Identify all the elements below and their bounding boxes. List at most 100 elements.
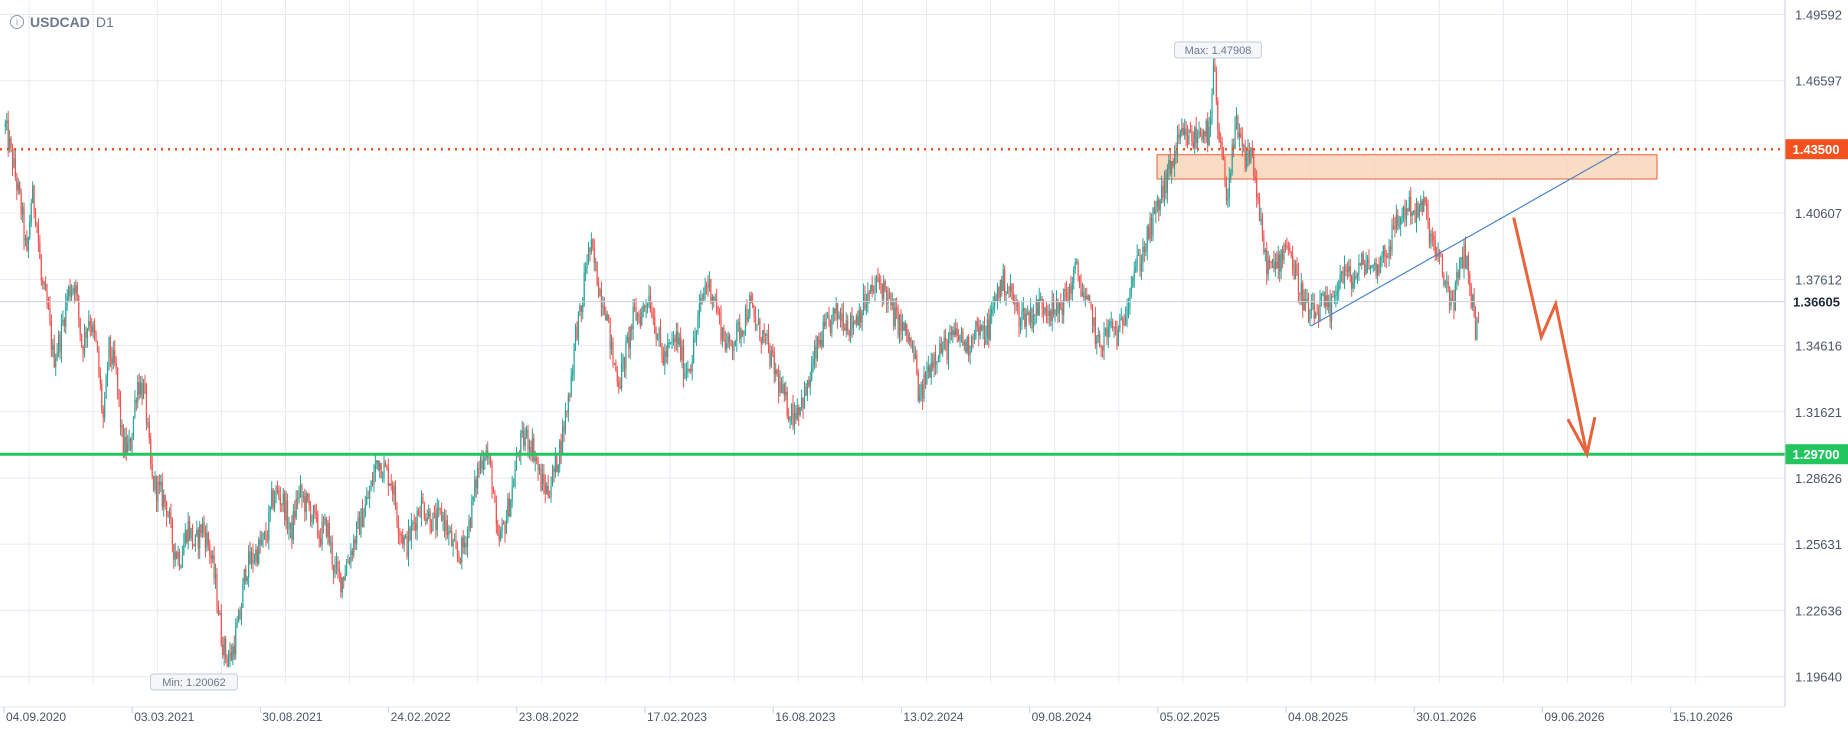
candle-body <box>527 429 529 450</box>
candle-body <box>649 295 652 312</box>
candle-body <box>672 338 675 340</box>
candle-body <box>1284 244 1287 247</box>
candle-body <box>1338 283 1340 292</box>
candle-body <box>1024 307 1026 327</box>
candle-body <box>1460 257 1462 260</box>
candle-body <box>736 322 738 342</box>
candle-body <box>132 416 135 437</box>
candle-body <box>1454 283 1456 310</box>
candle-body <box>197 529 199 549</box>
candle-body <box>1404 206 1406 220</box>
candle-body <box>330 542 332 544</box>
candle-body <box>327 523 329 537</box>
candle-body <box>682 346 685 379</box>
candle-body <box>428 511 430 518</box>
candle-body <box>1215 71 1217 102</box>
candle-body <box>376 460 378 464</box>
candle-body <box>298 489 300 499</box>
candle-body <box>1191 131 1193 142</box>
x-tick-label: 04.08.2025 <box>1288 710 1348 724</box>
candle-body <box>304 496 306 512</box>
candle-body <box>694 338 696 340</box>
info-icon[interactable]: i <box>10 15 24 29</box>
candle-body <box>383 462 385 478</box>
candle-body <box>1453 299 1455 310</box>
candle-body <box>1362 253 1364 265</box>
candle-body <box>439 508 441 510</box>
candle-body <box>1443 274 1445 286</box>
candle-body <box>1407 208 1409 211</box>
candle-body <box>975 321 977 339</box>
x-tick-label: 16.08.2023 <box>775 710 835 724</box>
candle-body <box>1274 261 1276 270</box>
candle-body <box>246 577 248 582</box>
candle-body <box>420 497 423 517</box>
candle-body <box>377 460 379 471</box>
candle-body <box>1294 264 1297 280</box>
candle-body <box>500 531 502 540</box>
candle-body <box>219 613 221 615</box>
candle-body <box>426 517 428 522</box>
candle-body <box>636 313 639 321</box>
candle-body <box>1474 315 1477 340</box>
candle-body <box>978 326 980 336</box>
candle-body <box>664 350 666 366</box>
candle-body <box>769 346 771 367</box>
candle-body <box>308 499 310 507</box>
candle-body <box>1103 331 1105 352</box>
candle-body <box>939 343 941 358</box>
candle-body <box>704 284 706 295</box>
y-tick-label: 1.37612 <box>1795 272 1842 287</box>
candle-body <box>413 522 415 524</box>
candle-body <box>477 468 479 489</box>
candle-body <box>619 386 621 389</box>
candle-body <box>184 530 186 544</box>
candle-body <box>203 522 205 532</box>
candle-body <box>1425 202 1428 210</box>
candle-body <box>1227 197 1229 201</box>
candle-body <box>1100 345 1102 347</box>
candle-body <box>370 481 372 491</box>
candle-body <box>1142 246 1144 264</box>
candle-body <box>1029 308 1032 323</box>
candle-body <box>530 447 532 456</box>
candle-body <box>1087 295 1089 300</box>
candle-body <box>1181 127 1183 133</box>
candle-body <box>11 145 14 168</box>
candle-body <box>52 345 54 350</box>
candle-body <box>819 339 821 345</box>
candle-body <box>1352 282 1354 289</box>
candle-body <box>1254 175 1256 180</box>
candle-body <box>1402 206 1405 216</box>
candle-body <box>148 422 150 439</box>
candle-body <box>720 313 722 341</box>
candle-body <box>1446 281 1448 283</box>
candle-body <box>885 289 888 304</box>
candle-body <box>655 333 657 339</box>
candle-body <box>920 384 922 396</box>
candle-body <box>1283 244 1285 260</box>
candle-body <box>1258 199 1261 222</box>
candle-body <box>940 343 942 353</box>
candle-body <box>225 638 227 659</box>
candle-body <box>829 320 832 333</box>
candle-body <box>1248 149 1251 163</box>
candle-body <box>1060 302 1062 309</box>
candle-body <box>199 524 201 549</box>
candle-body <box>1038 298 1040 316</box>
candle-body <box>1070 285 1072 294</box>
candle-body <box>1302 282 1304 311</box>
candle-body <box>1113 326 1115 328</box>
candle-body <box>212 555 214 560</box>
candle-body <box>14 158 16 177</box>
candle-body <box>117 367 119 390</box>
candle-body <box>806 380 808 396</box>
candle-body <box>1424 197 1426 203</box>
candle-body <box>770 350 772 367</box>
candle-body <box>1198 130 1200 138</box>
candle-body <box>1351 276 1353 289</box>
candle-body <box>392 485 394 495</box>
candle-body <box>753 307 755 317</box>
candle-body <box>956 328 958 336</box>
